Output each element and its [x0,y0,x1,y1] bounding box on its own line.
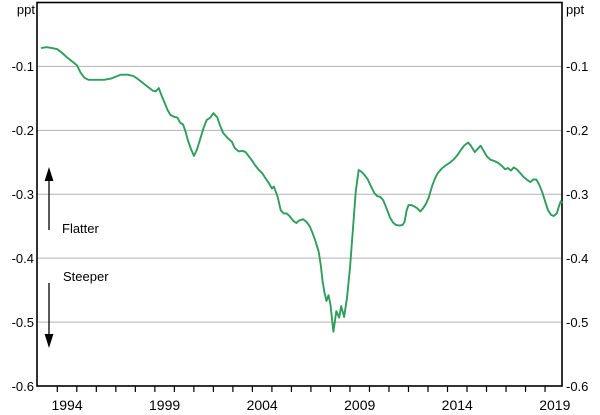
x-axis-label: 1994 [51,397,83,413]
y-axis-label-right: -0.5 [566,314,589,330]
y-axis-label-left: -0.2 [11,122,34,138]
y-axis-label-left: -0.4 [11,250,34,266]
y-axis-label-right: -0.2 [566,122,589,138]
x-axis-label: 2014 [441,397,473,413]
annotation-flatter: Flatter [62,221,99,236]
annotation-steeper: Steeper [63,269,109,284]
series-line [40,46,563,333]
x-axis-label: 2009 [344,397,376,413]
y-axis-label-right: -0.6 [566,378,589,394]
y-axis-label-left: -0.3 [11,186,34,202]
y-axis-unit-left: ppt [16,2,35,17]
x-axis-label: 2019 [539,397,571,413]
y-axis-unit-right: ppt [566,2,585,17]
x-axis-label: 1999 [149,397,181,413]
flatter-up-arrowhead-icon [44,167,54,181]
y-axis-label-right: -0.3 [566,186,589,202]
y-axis-label-left: -0.5 [11,314,34,330]
y-axis-label-right: -0.1 [566,58,589,74]
y-axis-label-right: -0.4 [566,250,589,266]
x-axis-label: 2004 [246,397,278,413]
y-axis-label-left: -0.1 [11,58,34,74]
y-axis-label-left: -0.6 [11,378,34,394]
steeper-down-arrowhead-icon [44,334,54,348]
plot-frame [36,1,563,387]
